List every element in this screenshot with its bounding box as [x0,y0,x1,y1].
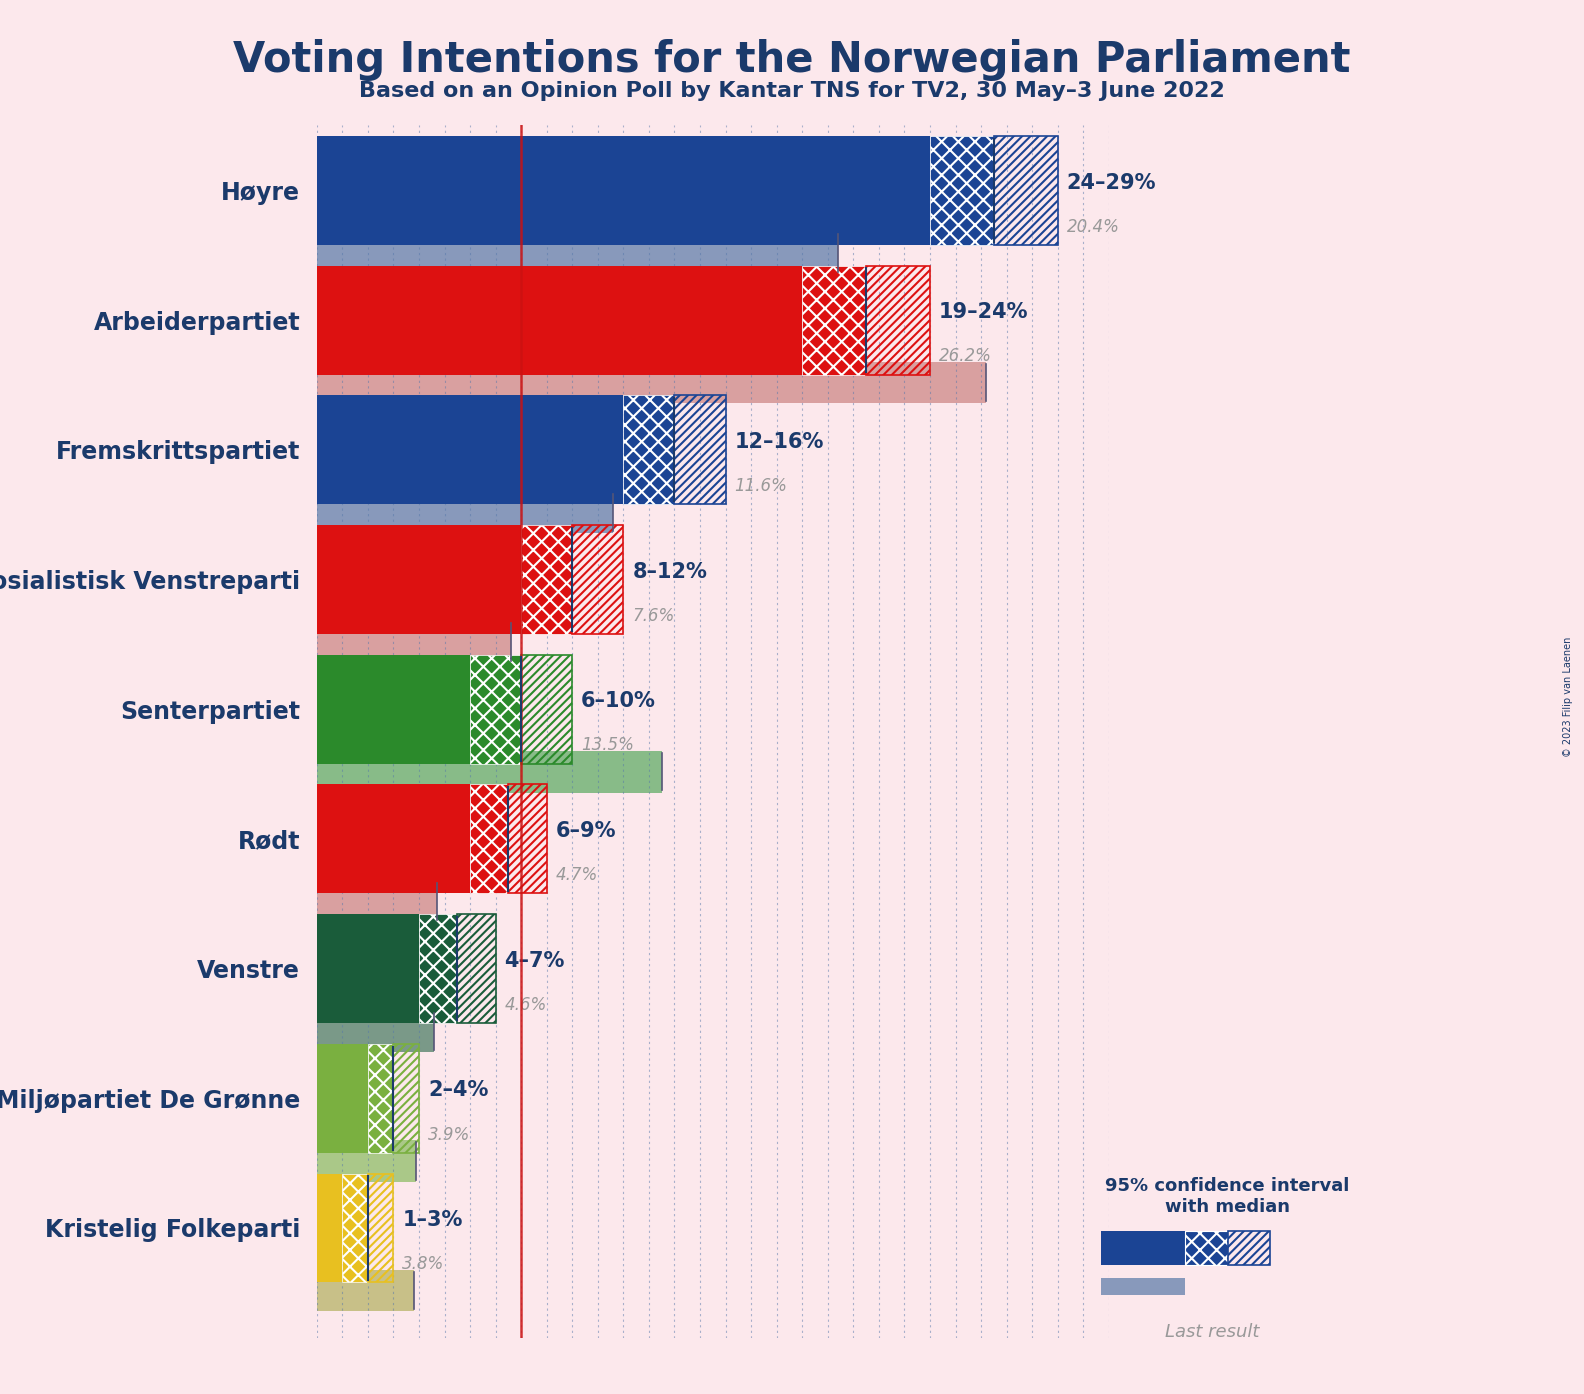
Bar [317,1011,434,1052]
Bar [317,1270,413,1312]
Bar [458,914,496,1023]
Bar [317,396,624,505]
Text: 8–12%: 8–12% [632,562,706,581]
Bar [1101,1231,1185,1266]
Text: Voting Intentions for the Norwegian Parliament: Voting Intentions for the Norwegian Parl… [233,39,1351,81]
Text: 1–3%: 1–3% [402,1210,463,1230]
Bar [317,1140,417,1182]
Text: 19–24%: 19–24% [939,302,1028,322]
Bar [317,914,420,1023]
Text: 95% confidence interval
with median: 95% confidence interval with median [1106,1177,1350,1216]
Bar [367,1174,393,1282]
Bar [470,655,521,764]
Bar [317,233,838,273]
Bar [317,362,987,403]
Bar [521,655,572,764]
Text: 26.2%: 26.2% [939,347,992,365]
Text: 6–10%: 6–10% [581,691,656,711]
Text: 4.7%: 4.7% [556,866,597,884]
Text: 24–29%: 24–29% [1066,173,1156,192]
Bar [317,1174,342,1282]
Bar [470,785,508,894]
Bar [1185,1231,1228,1266]
Bar [317,265,802,375]
Bar [521,526,572,634]
Text: 6–9%: 6–9% [556,821,616,841]
Bar [572,526,624,634]
Bar [367,1044,393,1153]
Bar [317,1044,367,1153]
Bar [993,135,1058,245]
Text: Based on an Opinion Poll by Kantar TNS for TV2, 30 May–3 June 2022: Based on an Opinion Poll by Kantar TNS f… [360,81,1224,100]
Text: 4.6%: 4.6% [505,995,546,1013]
Bar [866,265,930,375]
Bar [317,785,470,894]
Text: 20.4%: 20.4% [1066,217,1120,236]
Bar [317,751,662,793]
Text: 3.9%: 3.9% [428,1125,470,1143]
Bar [317,655,470,764]
Text: 4–7%: 4–7% [505,951,565,970]
Bar [624,396,675,505]
Text: 11.6%: 11.6% [735,477,787,495]
Bar [317,881,437,923]
Text: © 2023 Filip van Laenen: © 2023 Filip van Laenen [1563,637,1573,757]
Bar [420,914,458,1023]
Text: 12–16%: 12–16% [735,432,824,452]
Bar [1228,1231,1270,1266]
Bar [317,526,521,634]
Bar [1101,1278,1185,1295]
Text: 3.8%: 3.8% [402,1256,445,1273]
Bar [342,1174,367,1282]
Text: 7.6%: 7.6% [632,606,675,625]
Bar [317,135,930,245]
Bar [317,622,512,662]
Bar [317,492,613,533]
Text: 2–4%: 2–4% [428,1080,488,1100]
Bar [675,396,725,505]
Bar [508,785,546,894]
Text: Last result: Last result [1164,1323,1259,1341]
Text: 13.5%: 13.5% [581,736,634,754]
Bar [393,1044,420,1153]
Bar [802,265,866,375]
Bar [930,135,993,245]
